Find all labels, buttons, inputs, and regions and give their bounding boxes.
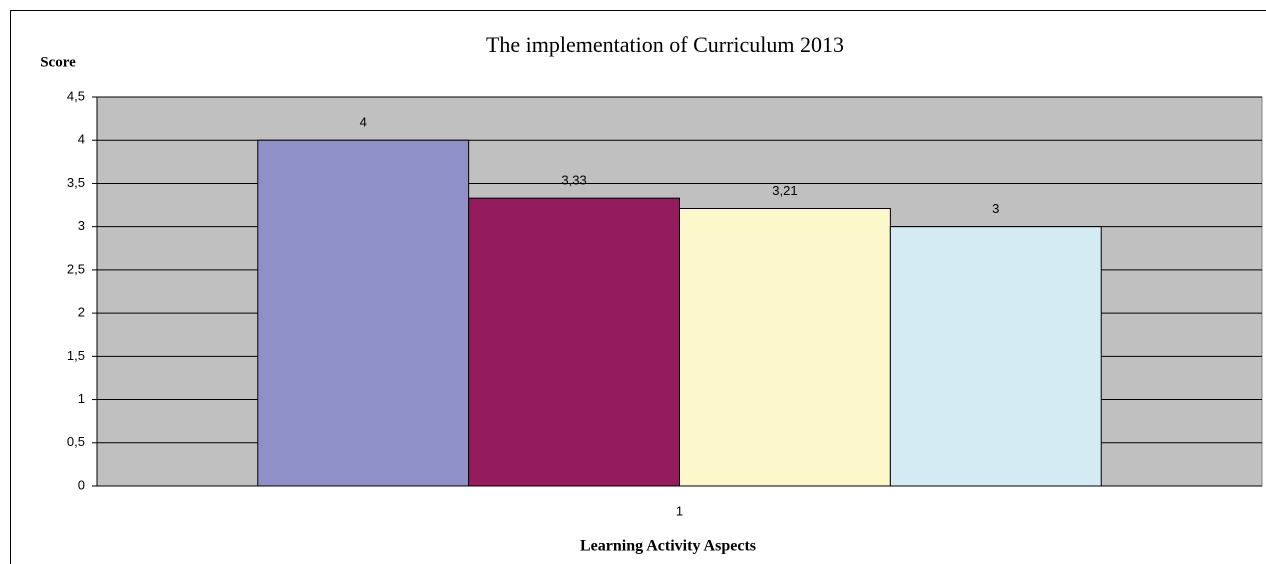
y-tick-label: 0,5: [67, 434, 85, 449]
value-label: 3: [992, 201, 999, 216]
value-label: 4: [360, 115, 367, 130]
y-tick-label: 0: [78, 477, 85, 492]
bar: [679, 208, 891, 487]
y-tick-label: 1,5: [67, 348, 85, 363]
y-tick-label: 2,5: [67, 261, 85, 276]
y-tick-label: 1: [78, 391, 85, 406]
value-label: 3,33: [561, 173, 586, 188]
bar: [257, 139, 470, 487]
y-axis-title: Score: [40, 54, 76, 70]
bar: [889, 226, 1102, 487]
y-tick-label: 3,5: [67, 175, 85, 190]
bar: [468, 197, 681, 487]
value-label: 3,21: [772, 183, 797, 198]
y-tick-label: 4,5: [67, 88, 85, 103]
x-tick-label: 1: [676, 503, 683, 518]
y-tick-label: 3: [78, 218, 85, 233]
chart-title: The implementation of Curriculum 2013: [486, 32, 844, 57]
x-axis-title: Learning Activity Aspects: [580, 538, 756, 555]
y-tick-label: 2: [78, 305, 85, 320]
y-tick-label: 4: [78, 132, 85, 147]
